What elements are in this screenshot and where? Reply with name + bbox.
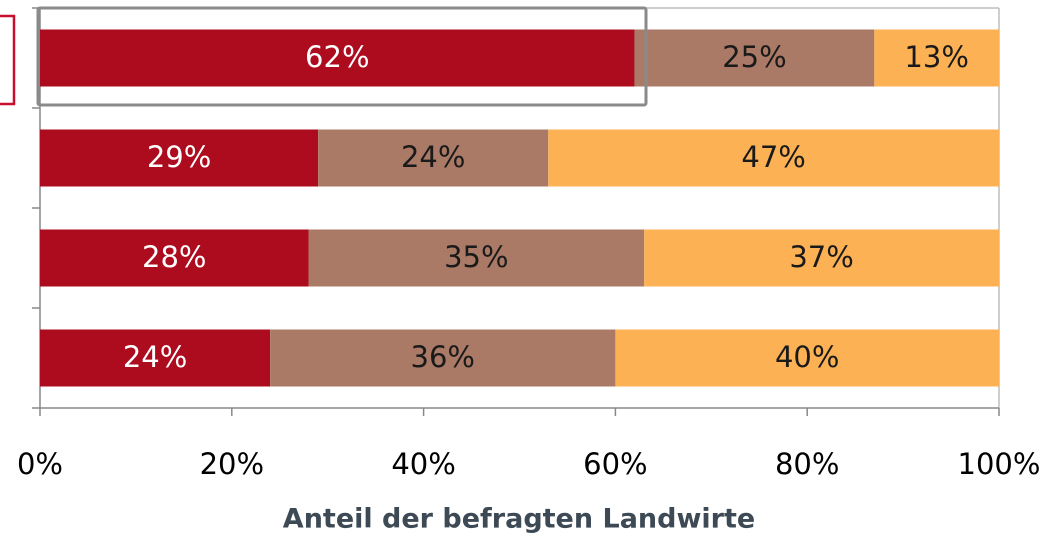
- value-label: 62%: [305, 40, 369, 74]
- value-label: 24%: [123, 340, 187, 374]
- x-tick-label: 40%: [391, 447, 455, 481]
- bar-segment: [270, 329, 616, 387]
- bar-segment: [40, 229, 309, 287]
- value-label: 37%: [789, 240, 853, 274]
- category-ticks: [32, 7, 40, 409]
- bar-segment: [40, 329, 271, 387]
- value-label: 36%: [411, 340, 475, 374]
- highlight-box-left: [0, 14, 16, 106]
- bars: 62% 25% 13% 29% 24% 47% 28% 35% 37% 24% 36% 40%: [40, 29, 999, 387]
- bar-segment: [874, 29, 999, 87]
- value-label: 29%: [147, 140, 211, 174]
- bar-segment: [318, 129, 549, 187]
- value-label: 35%: [444, 240, 508, 274]
- highlight-box: [36, 6, 648, 107]
- bar-segment: [644, 229, 999, 287]
- value-label: 24%: [401, 140, 465, 174]
- x-tick-label: 0%: [17, 447, 63, 481]
- value-label: 47%: [741, 140, 805, 174]
- x-tick-label: 80%: [775, 447, 839, 481]
- bar-segment: [634, 29, 875, 87]
- value-label: 25%: [722, 40, 786, 74]
- value-label: 13%: [904, 40, 968, 74]
- value-label: 40%: [775, 340, 839, 374]
- bar-segment: [40, 29, 635, 87]
- value-label: 28%: [142, 240, 206, 274]
- bar-segment: [308, 229, 645, 287]
- x-axis-title: Anteil der befragten Landwirte: [283, 504, 755, 535]
- bar-segment: [548, 129, 999, 187]
- bar-segment: [615, 329, 999, 387]
- x-tick-label: 60%: [583, 447, 647, 481]
- bar-segment: [40, 129, 319, 187]
- x-tick-label: 20%: [200, 447, 264, 481]
- x-tick-label: 100%: [958, 447, 1041, 481]
